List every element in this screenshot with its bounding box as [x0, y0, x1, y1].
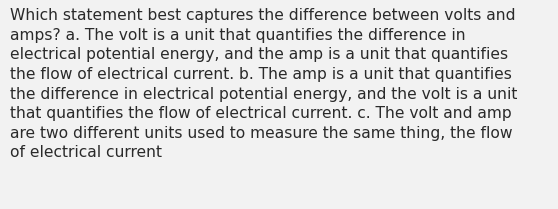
Text: Which statement best captures the difference between volts and
amps? a. The volt: Which statement best captures the differ…: [10, 8, 517, 160]
